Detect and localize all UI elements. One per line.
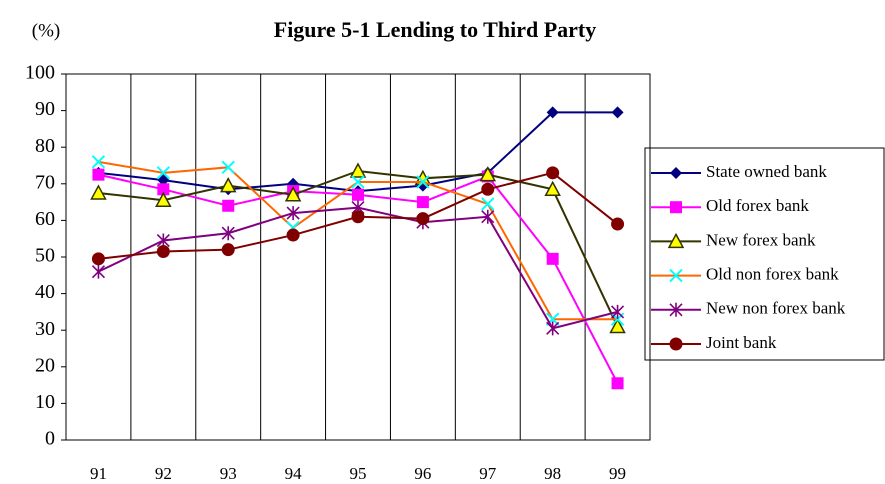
y-tick-label: 30 [35,318,55,340]
y-tick-label: 0 [45,428,55,450]
data-point [546,106,559,119]
data-point [157,183,170,196]
data-point [219,177,237,193]
data-point [156,245,170,259]
legend-marker [669,302,683,317]
y-tick-label: 90 [35,98,55,120]
legend-marker [670,201,682,214]
legend-label: Old non forex bank [706,265,839,284]
data-point [349,162,367,178]
y-tick-label: 40 [35,281,55,303]
data-point [221,226,235,241]
data-point [611,106,624,119]
series-line [98,206,618,330]
data-point [546,252,559,265]
data-point [351,210,365,224]
legend-marker [669,268,683,283]
x-tick-label: 92 [155,464,172,483]
y-tick-label: 20 [35,354,55,376]
legend-label: Old forex bank [706,196,809,215]
x-tick-label: 93 [220,464,237,483]
legend-box [644,147,885,361]
legend-label: New forex bank [706,230,816,249]
data-point [416,212,430,226]
data-point [91,264,106,279]
plot-area [65,73,651,441]
data-point [611,377,624,390]
data-point [286,206,300,221]
y-tick-label: 100 [25,62,55,84]
x-tick-label: 97 [479,464,497,483]
data-point [286,228,300,242]
y-tick-label: 80 [35,135,55,157]
data-point [611,217,625,231]
y-tick-label: 70 [35,171,55,193]
data-point [351,175,365,189]
data-point [221,243,235,257]
data-point [544,180,561,197]
legend-label: Joint bank [706,333,777,352]
x-tick-label: 91 [90,464,107,483]
unit-label: (%) [32,20,60,41]
data-point [481,182,495,196]
data-point [609,317,626,334]
data-point [90,184,107,200]
data-point [546,321,560,336]
data-point [222,199,235,212]
chart-title: Figure 5-1 Lending to Third Party [274,17,596,42]
data-point [221,160,235,175]
y-tick-label: 10 [35,391,55,413]
data-point [91,155,106,169]
x-tick-label: 98 [544,464,561,483]
x-tick-label: 95 [350,464,367,483]
legend-label: State owned bank [706,162,827,181]
data-point [479,166,497,182]
data-point [610,304,625,319]
legend-marker [669,337,683,351]
legend-label: New non forex bank [706,299,846,318]
x-tick-label: 99 [609,464,626,483]
legend-marker [670,167,682,179]
x-tick-label: 96 [414,464,431,483]
data-point [416,196,429,209]
data-point [352,188,364,201]
data-point [155,191,172,208]
data-point [92,168,105,181]
x-tick-label: 94 [285,464,303,483]
y-tick-label: 50 [35,245,55,267]
data-point [91,252,105,266]
data-point [416,175,430,189]
y-tick-label: 60 [35,208,55,230]
data-point [284,186,302,202]
data-point [156,166,171,180]
data-point [481,209,495,224]
data-point [546,166,560,180]
data-point [481,197,495,211]
series-line [98,111,618,193]
legend-marker [667,232,685,249]
